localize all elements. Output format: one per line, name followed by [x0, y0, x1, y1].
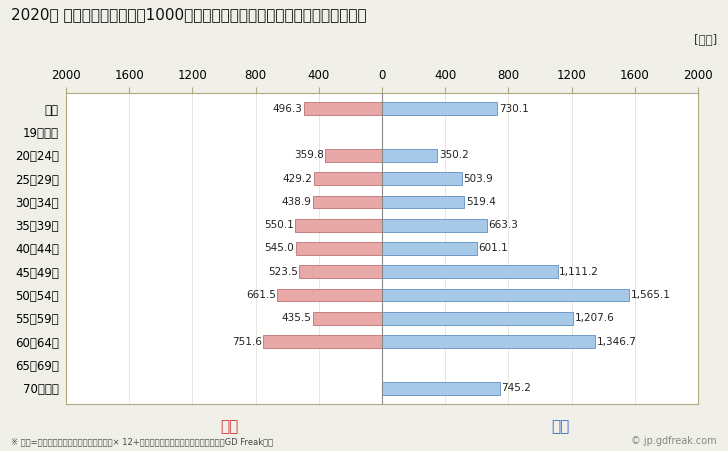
Text: 601.1: 601.1: [478, 244, 508, 253]
Text: 519.4: 519.4: [466, 197, 496, 207]
Text: 435.5: 435.5: [282, 313, 312, 323]
Bar: [382, 219, 487, 232]
Bar: [382, 289, 630, 301]
Text: 2020年 民間企業（従業者数1000人以上）フルタイム労働者の男女別平均年収: 2020年 民間企業（従業者数1000人以上）フルタイム労働者の男女別平均年収: [11, 7, 366, 22]
Bar: [382, 335, 595, 348]
Bar: [382, 196, 464, 208]
Bar: [299, 265, 382, 278]
Bar: [304, 102, 382, 115]
Text: 350.2: 350.2: [439, 150, 469, 161]
Text: 496.3: 496.3: [272, 104, 302, 114]
Text: 女性: 女性: [220, 419, 239, 434]
Text: 751.6: 751.6: [232, 336, 261, 346]
Text: 503.9: 503.9: [463, 174, 493, 184]
Text: ※ 年収=「きまって支給する現金給与額」× 12+「年間賞与その他特別給与額」としてGD Freak推計: ※ 年収=「きまって支給する現金給与額」× 12+「年間賞与その他特別給与額」と…: [11, 437, 273, 446]
Text: 男性: 男性: [551, 419, 570, 434]
Text: 429.2: 429.2: [282, 174, 312, 184]
Text: 438.9: 438.9: [281, 197, 311, 207]
Bar: [295, 219, 382, 232]
Text: 1,346.7: 1,346.7: [596, 336, 636, 346]
Bar: [314, 172, 382, 185]
Bar: [264, 335, 382, 348]
Bar: [382, 242, 477, 255]
Bar: [382, 149, 438, 162]
Text: 730.1: 730.1: [499, 104, 529, 114]
Bar: [325, 149, 382, 162]
Bar: [313, 312, 382, 325]
Text: 745.2: 745.2: [502, 383, 531, 393]
Text: 550.1: 550.1: [264, 220, 293, 230]
Bar: [382, 265, 558, 278]
Bar: [382, 312, 573, 325]
Bar: [382, 102, 497, 115]
Bar: [382, 172, 462, 185]
Text: 661.5: 661.5: [246, 290, 276, 300]
Text: © jp.gdfreak.com: © jp.gdfreak.com: [631, 437, 717, 446]
Bar: [312, 196, 382, 208]
Text: [万円]: [万円]: [694, 34, 717, 47]
Text: 523.5: 523.5: [268, 267, 298, 277]
Text: 1,565.1: 1,565.1: [631, 290, 671, 300]
Text: 359.8: 359.8: [293, 150, 323, 161]
Text: 663.3: 663.3: [488, 220, 518, 230]
Bar: [277, 289, 382, 301]
Text: 1,207.6: 1,207.6: [574, 313, 614, 323]
Bar: [382, 382, 500, 395]
Text: 545.0: 545.0: [264, 244, 294, 253]
Text: 1,111.2: 1,111.2: [559, 267, 599, 277]
Bar: [296, 242, 382, 255]
